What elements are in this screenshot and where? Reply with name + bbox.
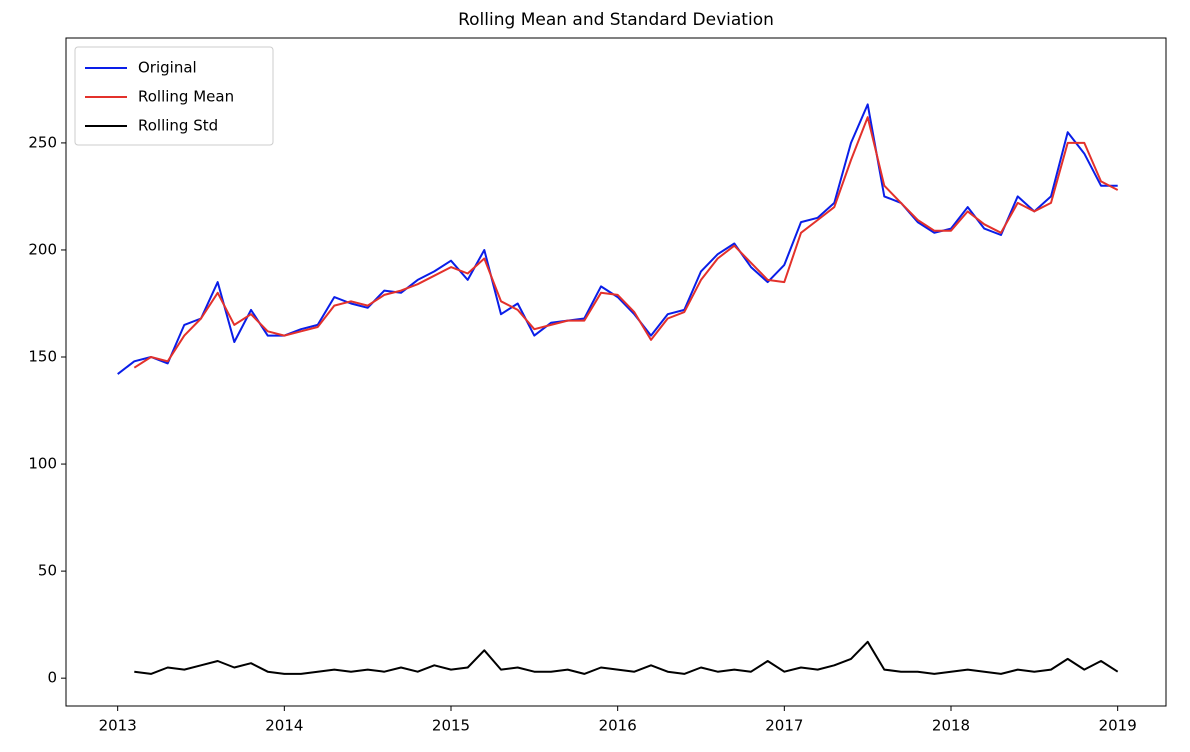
x-tick-label: 2017 — [765, 717, 803, 735]
legend-label: Original — [138, 59, 197, 77]
x-tick-label: 2019 — [1099, 717, 1137, 735]
x-tick-label: 2014 — [265, 717, 303, 735]
plot-frame — [65, 37, 1167, 707]
chart-title: Rolling Mean and Standard Deviation — [458, 10, 774, 30]
series-line — [133, 116, 1119, 369]
x-tick-label: 2015 — [432, 717, 470, 735]
y-tick-label: 100 — [28, 455, 57, 473]
y-tick-label: 50 — [38, 562, 57, 580]
y-tick-label: 200 — [28, 240, 57, 258]
x-tick-label: 2013 — [99, 717, 137, 735]
series-line — [134, 640, 1119, 675]
y-tick-label: 0 — [47, 669, 57, 687]
legend-label: Rolling Mean — [138, 88, 234, 106]
y-tick-label: 150 — [28, 348, 57, 366]
x-tick-label: 2018 — [932, 717, 970, 735]
x-tick-label: 2016 — [599, 717, 637, 735]
legend-label: Rolling Std — [138, 117, 218, 135]
y-tick-label: 250 — [28, 133, 57, 151]
legend-box — [74, 46, 274, 146]
